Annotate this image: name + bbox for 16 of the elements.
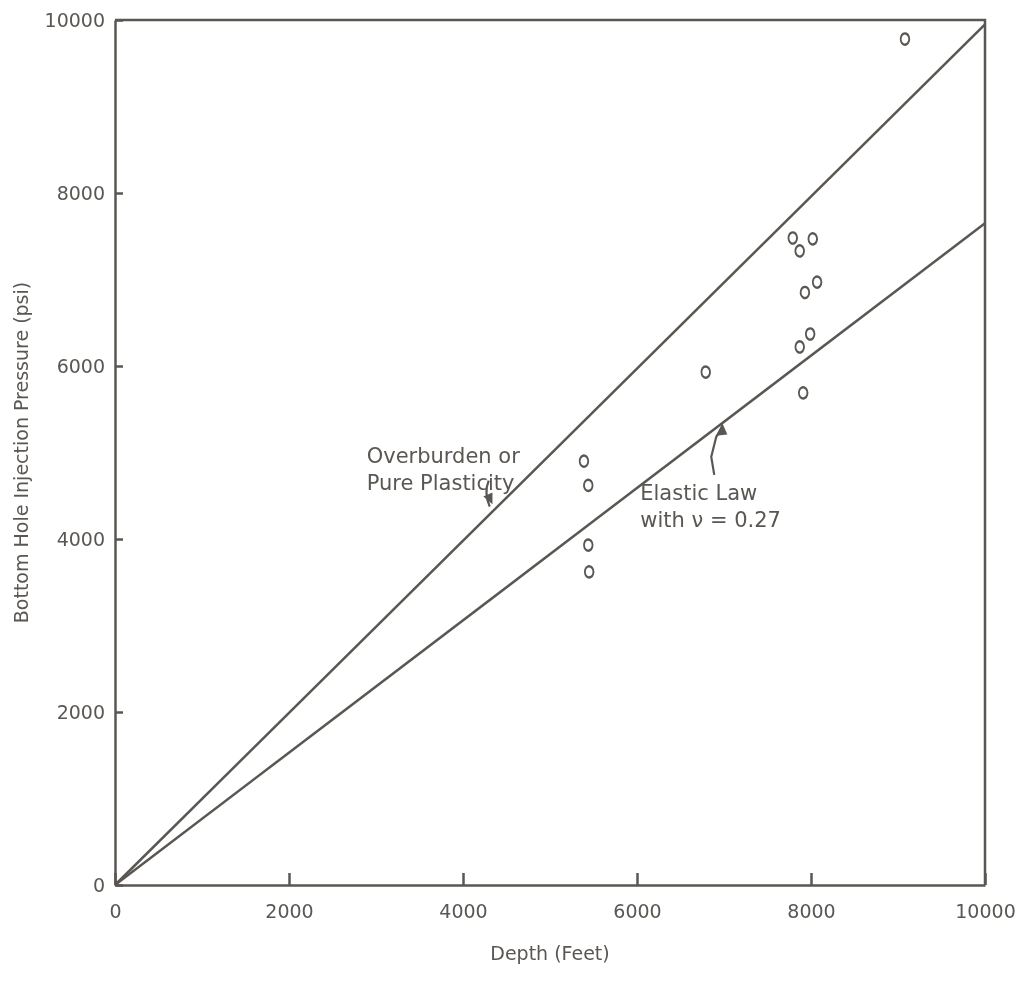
y-tick-label: 6000 [56, 354, 105, 377]
x-tick-label: 10000 [955, 900, 1016, 923]
annotation: Overburden or Pure Plasticity [366, 443, 521, 495]
x-tick-label: 8000 [787, 900, 836, 923]
annotation: Elastic Law with ν = 0.27 [640, 480, 781, 532]
y-tick-label: 10000 [44, 8, 105, 31]
y-tick-label: 4000 [56, 527, 105, 550]
y-tick-label: 8000 [56, 181, 105, 204]
x-tick-label: 6000 [613, 900, 662, 923]
x-axis-title: Depth (Feet) [490, 942, 610, 964]
x-tick-label: 4000 [439, 900, 488, 923]
y-tick-label: 2000 [56, 700, 105, 723]
x-tick-label: 0 [109, 900, 122, 923]
y-axis-title: Bottom Hole Injection Pressure (psi) [10, 281, 32, 624]
x-tick-label: 2000 [265, 900, 314, 923]
y-tick-label: 0 [92, 873, 105, 896]
